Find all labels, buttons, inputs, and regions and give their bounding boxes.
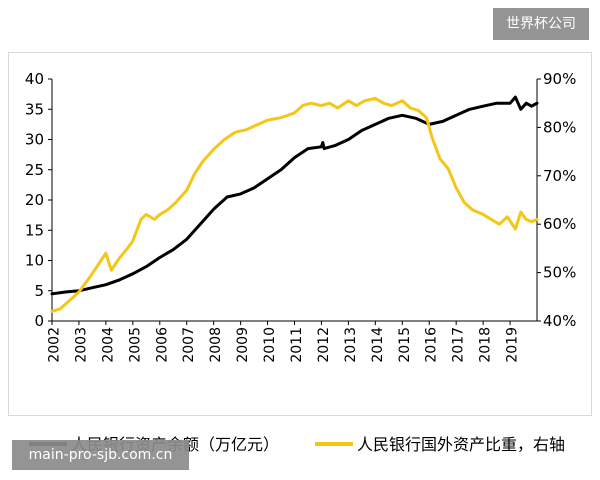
- x-tick-label: 2016: [424, 327, 440, 363]
- x-tick-label: 2005: [127, 327, 143, 363]
- chart-frame: 0 5 10 15 20 25 30 35 40 40% 50% 60% 70% 80% 90% 2002 20…: [8, 52, 592, 454]
- x-tick-label: 2012: [316, 327, 332, 363]
- x-tick-label: 2014: [370, 327, 386, 363]
- left-tick-label: 0: [34, 312, 44, 330]
- left-tick-label: 10: [25, 252, 44, 270]
- right-tick-label: 70%: [543, 167, 576, 185]
- x-tick-label: 2015: [397, 327, 413, 363]
- right-tick-label: 60%: [543, 215, 576, 233]
- watermark-bottom: main-pro-sjb.com.cn: [12, 440, 189, 470]
- legend-label-share: 人民银行国外资产比重，右轴: [357, 435, 566, 454]
- left-tick-label: 30: [25, 131, 44, 149]
- left-tick-label: 5: [34, 282, 44, 300]
- left-tick-label: 35: [25, 100, 44, 118]
- chart-svg: 0 5 10 15 20 25 30 35 40 40% 50% 60% 70% 80% 90% 2002 20…: [25, 70, 576, 363]
- left-tick-label: 20: [25, 191, 44, 209]
- x-tick-label: 2019: [505, 327, 521, 363]
- series-line-foreign-share: [50, 96, 539, 313]
- right-tick-label: 90%: [543, 70, 576, 88]
- x-tick-label: 2013: [343, 327, 359, 363]
- watermark-top: 世界杯公司: [493, 8, 589, 40]
- right-tick-label: 50%: [543, 264, 576, 282]
- left-tick-label: 40: [25, 70, 44, 88]
- x-tick-label: 2003: [73, 327, 89, 363]
- legend-item-share: 人民银行国外资产比重，右轴: [315, 431, 566, 454]
- x-tick-label: 2018: [478, 327, 494, 363]
- left-tick-label: 15: [25, 221, 44, 239]
- x-tick-label: 2002: [46, 327, 62, 363]
- left-tick-label: 25: [25, 161, 44, 179]
- legend-swatch-yellow: [315, 441, 353, 446]
- x-tick-label: 2017: [451, 327, 467, 363]
- x-tick-label: 2011: [289, 327, 305, 363]
- right-tick-label: 40%: [543, 312, 576, 330]
- series-line-balance: [50, 95, 539, 296]
- x-tick-label: 2008: [208, 327, 224, 363]
- x-tick-label: 2007: [181, 327, 197, 363]
- x-tick-label: 2009: [235, 327, 251, 363]
- x-tick-label: 2006: [154, 327, 170, 363]
- x-tick-label: 2004: [100, 327, 116, 363]
- right-tick-label: 80%: [543, 118, 576, 136]
- x-tick-label: 2010: [262, 327, 278, 363]
